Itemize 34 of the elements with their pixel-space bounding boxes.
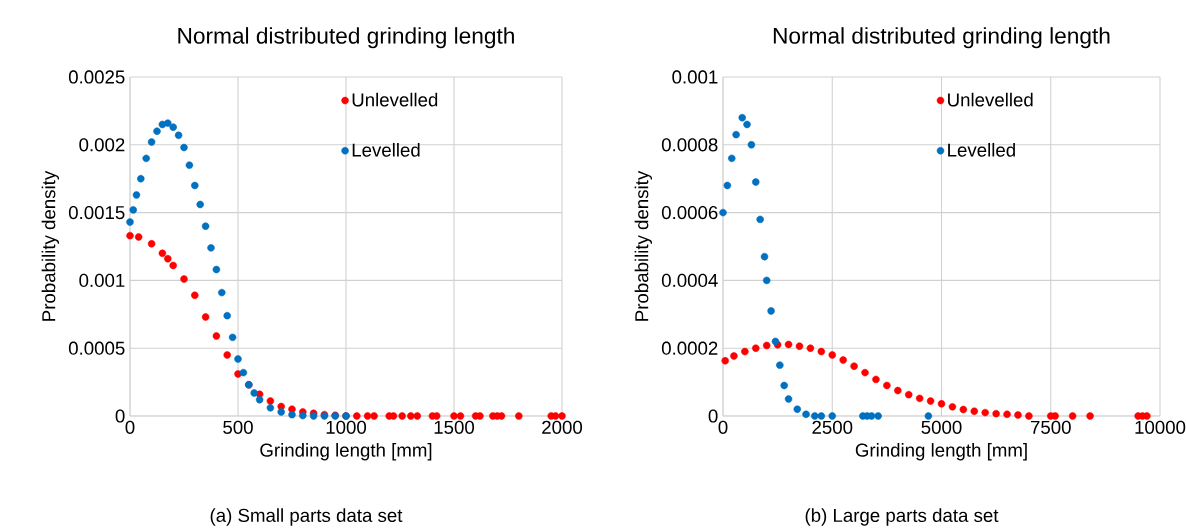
- x-tick-label: 5000: [921, 420, 962, 434]
- legend-label: Levelled: [948, 142, 1015, 157]
- text: (b) Large parts data set: [805, 508, 999, 526]
- chart-title: Normal distributed grinding length: [773, 27, 1110, 49]
- y-tick-label: 0.002: [79, 138, 125, 152]
- x-axis-title: Grinding length [mm]: [260, 443, 432, 461]
- y-tick-label: 0.0015: [68, 205, 125, 220]
- legend-label: Unlevelled: [352, 92, 438, 107]
- y-axis-title: Probability density: [41, 170, 60, 321]
- chart-title: Normal distributed grinding length: [178, 27, 514, 49]
- x-tick-label: 10000: [1135, 420, 1186, 434]
- x-tick-label: 2500: [812, 420, 853, 434]
- x-tick-label: 2000: [542, 420, 583, 434]
- legend-label: Levelled: [352, 142, 420, 157]
- y-tick-label: 0.0008: [661, 138, 718, 152]
- y-tick-label: 0.0005: [68, 341, 125, 355]
- y-tick-label: 0.001: [672, 70, 718, 84]
- y-tick-label: 0.0025: [68, 70, 125, 84]
- x-tick-label: 1000: [326, 420, 367, 434]
- y-axis-title: Probability density: [634, 170, 653, 321]
- y-tick-label: 0.0006: [661, 205, 718, 220]
- x-tick-label: 0: [125, 420, 135, 434]
- y-tick-label: 0: [708, 409, 718, 423]
- x-tick-label: 0: [718, 420, 728, 434]
- x-tick-label: 1500: [434, 420, 475, 434]
- y-tick-label: 0.0004: [661, 273, 718, 288]
- x-tick-label: 7500: [1030, 420, 1071, 434]
- x-tick-label: 500: [223, 420, 253, 434]
- y-tick-label: 0.001: [79, 273, 125, 288]
- y-tick-label: 0: [115, 409, 125, 423]
- legend-label: Unlevelled: [948, 92, 1033, 107]
- y-tick-label: 0.0002: [661, 341, 718, 355]
- x-axis-title: Grinding length [mm]: [855, 443, 1027, 461]
- text: (a) Small parts data set: [210, 508, 403, 526]
